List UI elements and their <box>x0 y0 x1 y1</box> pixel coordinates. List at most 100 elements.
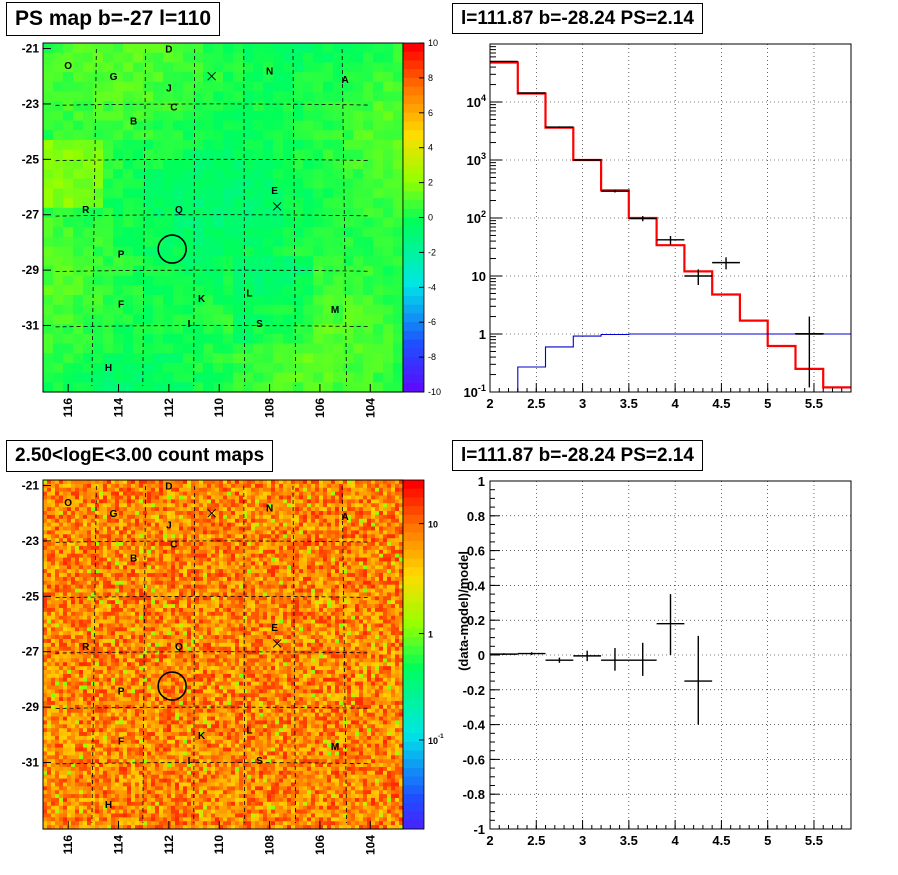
map-cell <box>131 642 136 648</box>
map-cell <box>143 43 154 54</box>
map-cell <box>135 600 140 605</box>
map-cell <box>171 689 176 694</box>
map-cell <box>123 770 128 776</box>
map-cell <box>51 607 56 613</box>
map-cell <box>91 549 96 555</box>
map-cell <box>179 763 184 768</box>
map-cell <box>71 534 76 539</box>
map-cell <box>133 120 144 131</box>
map-cell <box>43 518 48 524</box>
map-cell <box>151 658 156 663</box>
map-cell <box>203 236 214 248</box>
map-cell <box>59 542 64 547</box>
map-cell <box>93 130 104 141</box>
map-cell <box>143 573 148 578</box>
map-cell <box>67 794 72 799</box>
map-cell <box>159 735 164 741</box>
map-cell <box>135 708 140 714</box>
map-cell <box>171 487 176 493</box>
map-cell <box>95 743 100 749</box>
map-cell <box>213 236 224 248</box>
map-cell <box>313 295 324 306</box>
map-cell <box>43 372 54 383</box>
map-cell <box>59 530 64 535</box>
map-cell <box>187 627 192 632</box>
map-cell <box>67 549 72 555</box>
map-cell <box>115 627 120 632</box>
map-cell <box>63 518 68 524</box>
map-cell <box>63 619 68 625</box>
map-cell <box>179 545 184 551</box>
map-cell <box>191 538 196 543</box>
map-cell <box>183 110 194 122</box>
map-cell <box>179 623 184 628</box>
map-cell <box>103 670 108 675</box>
map-cell <box>383 43 394 54</box>
map-cell <box>95 576 100 582</box>
map-cell <box>283 101 294 112</box>
map-cell <box>333 333 344 345</box>
map-cell <box>167 534 172 539</box>
map-cell <box>131 778 136 784</box>
map-cell <box>167 685 172 690</box>
map-cell <box>123 817 128 822</box>
map-cell <box>113 149 124 160</box>
map-cell <box>363 265 374 277</box>
map-cell <box>183 304 194 316</box>
map-cell <box>63 797 68 803</box>
map-cell <box>303 314 314 325</box>
map-cell <box>93 72 104 83</box>
map-cell <box>163 631 168 636</box>
map-cell <box>43 724 48 729</box>
map-cell <box>183 763 188 768</box>
map-cell <box>333 120 344 131</box>
map-cell <box>123 623 128 628</box>
map-cell <box>51 530 56 535</box>
map-cell <box>167 588 172 594</box>
map-cell <box>167 514 172 520</box>
colorbar-step <box>403 383 424 393</box>
map-cell <box>263 343 274 354</box>
map-cell <box>353 91 364 102</box>
map-cell <box>175 770 180 776</box>
map-cell <box>131 549 136 555</box>
map-cell <box>131 732 136 737</box>
map-cell <box>139 483 144 489</box>
map-cell <box>95 487 100 493</box>
map-cell <box>123 285 134 296</box>
map-cell <box>71 670 76 675</box>
map-cell <box>79 766 84 772</box>
map-cell <box>147 495 152 500</box>
map-cell <box>79 569 84 574</box>
map-cell <box>213 246 224 257</box>
map-cell <box>163 101 174 112</box>
map-cell <box>163 178 174 190</box>
map-cell <box>83 658 88 663</box>
map-cell <box>131 774 136 780</box>
map-cell <box>107 514 112 520</box>
map-cell <box>103 642 108 648</box>
map-cell <box>171 499 176 504</box>
map-cell <box>43 169 54 180</box>
map-cell <box>383 207 394 219</box>
map-cell <box>167 511 172 516</box>
map-cell <box>187 607 192 613</box>
map-cell <box>91 766 96 772</box>
map-cell <box>303 285 314 296</box>
map-cell <box>163 534 168 539</box>
map-cell <box>43 778 48 784</box>
map-cell <box>343 362 354 374</box>
map-cell <box>115 681 120 687</box>
map-cell <box>95 654 100 659</box>
map-cell <box>103 650 108 656</box>
map-cell <box>171 638 176 644</box>
map-cell <box>111 511 116 516</box>
map-cell <box>103 786 108 791</box>
map-cell <box>67 654 72 659</box>
map-cell <box>163 110 174 122</box>
map-cell <box>43 735 48 741</box>
map-cell <box>263 256 274 267</box>
map-cell <box>191 588 196 594</box>
map-cell <box>43 52 54 63</box>
map-cell <box>333 72 344 83</box>
